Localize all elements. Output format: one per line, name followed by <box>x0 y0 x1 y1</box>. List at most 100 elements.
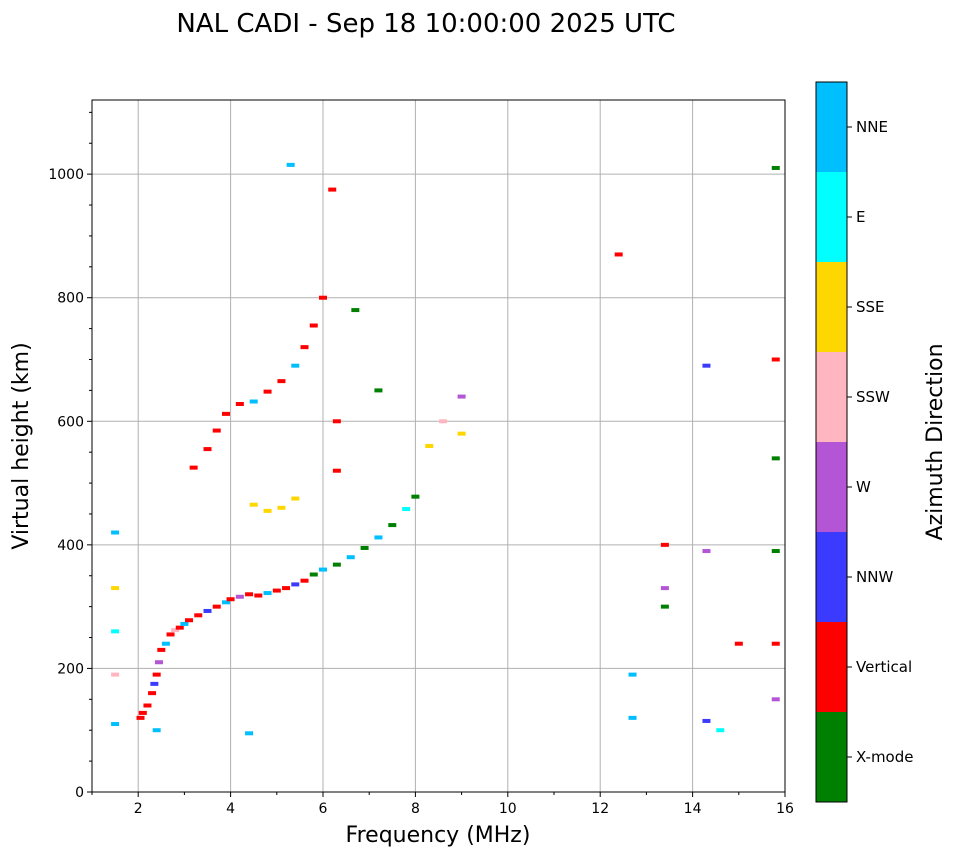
data-point <box>277 379 286 384</box>
data-point <box>286 162 295 167</box>
data-point <box>152 728 161 733</box>
x-tick-label: 4 <box>226 801 235 817</box>
data-point <box>272 588 281 593</box>
data-point <box>282 586 291 591</box>
data-point <box>245 592 254 597</box>
data-point <box>263 508 272 513</box>
data-point <box>716 728 725 733</box>
x-tick-label: 14 <box>684 801 702 817</box>
data-point <box>346 555 355 560</box>
colorbar-tick-label: SSE <box>856 298 885 316</box>
x-tick-label: 12 <box>591 801 609 817</box>
data-point <box>309 572 318 577</box>
data-point <box>351 308 360 313</box>
colorbar-segment <box>816 172 847 262</box>
data-point <box>249 502 258 507</box>
y-axis-label: Virtual height (km) <box>9 342 34 549</box>
data-point <box>332 562 341 567</box>
data-point <box>291 496 300 501</box>
x-axis-label: Frequency (MHz) <box>346 823 531 848</box>
y-tick-label: 600 <box>57 414 84 430</box>
data-point <box>332 419 341 424</box>
data-point <box>628 715 637 720</box>
x-tick-label: 10 <box>499 801 517 817</box>
y-tick-label: 400 <box>57 538 84 554</box>
data-point <box>291 582 300 587</box>
data-point <box>166 632 175 637</box>
data-point <box>734 641 743 646</box>
data-point <box>175 625 184 630</box>
grid <box>92 100 786 793</box>
data-point <box>150 681 159 686</box>
data-point <box>254 593 263 598</box>
colorbar-segment <box>816 532 847 622</box>
data-point <box>771 456 780 461</box>
data-point <box>374 535 383 540</box>
colorbar-segment <box>816 712 847 802</box>
data-point <box>111 586 120 591</box>
data-point <box>203 608 212 613</box>
data-point <box>221 411 230 416</box>
x-tick-label: 8 <box>411 801 420 817</box>
data-point <box>771 697 780 702</box>
data-point <box>771 641 780 646</box>
colorbar-tick-label: X-mode <box>856 748 913 766</box>
colorbar-tick-label: NNW <box>856 568 893 586</box>
y-tick-label: 1000 <box>48 167 84 183</box>
data-point <box>249 399 258 404</box>
data-point <box>360 545 369 550</box>
data-point <box>300 578 309 583</box>
data-point <box>161 641 170 646</box>
data-point <box>154 660 163 665</box>
colorbar-tick-label: NNE <box>856 118 888 136</box>
colorbar-segment <box>816 622 847 712</box>
x-tick-label: 16 <box>776 801 794 817</box>
data-point <box>702 549 711 554</box>
data-point <box>263 389 272 394</box>
y-tick-label: 200 <box>57 661 84 677</box>
data-point <box>660 542 669 547</box>
data-point <box>203 447 212 452</box>
data-point <box>411 494 420 499</box>
data-point <box>771 357 780 362</box>
data-point <box>148 691 157 696</box>
data-point <box>111 722 120 727</box>
colorbar-segment <box>816 262 847 352</box>
chart-title: NAL CADI - Sep 18 10:00:00 2025 UTC <box>176 9 675 39</box>
y-tick-label: 800 <box>57 291 84 307</box>
data-point <box>157 647 166 652</box>
data-point <box>143 703 152 708</box>
colorbar-segment <box>816 442 847 532</box>
plot-frame <box>91 99 786 793</box>
data-point <box>457 431 466 436</box>
data-points <box>111 162 780 736</box>
data-point <box>457 394 466 399</box>
colorbar-segment <box>816 82 847 172</box>
data-point <box>332 468 341 473</box>
data-point <box>136 715 145 720</box>
colorbar-tick-label: E <box>856 208 865 226</box>
data-point <box>319 295 327 300</box>
data-point <box>771 165 780 170</box>
data-point <box>439 419 448 424</box>
data-point <box>221 600 230 605</box>
data-point <box>702 718 711 723</box>
axis-ticks: 2 4 6 8 10 12 14 16 0 200 400 600 800 1000 <box>48 111 794 817</box>
data-point <box>425 444 434 448</box>
colorbar: X-mode Vertical NNW W SSW SSE E NNE <box>815 81 913 803</box>
colorbar-label: Azimuth Direction <box>923 343 948 540</box>
y-tick-label: 0 <box>75 785 84 801</box>
data-point <box>328 187 337 192</box>
data-point <box>189 465 198 470</box>
data-point <box>388 523 397 528</box>
data-point <box>771 549 780 554</box>
colorbar-tick-label: SSW <box>856 388 890 406</box>
data-point <box>171 628 180 633</box>
data-point <box>402 507 411 512</box>
data-point <box>319 567 327 572</box>
data-point <box>660 604 669 609</box>
data-point <box>660 586 669 591</box>
data-point <box>111 530 120 535</box>
x-tick-label: 6 <box>319 801 328 817</box>
